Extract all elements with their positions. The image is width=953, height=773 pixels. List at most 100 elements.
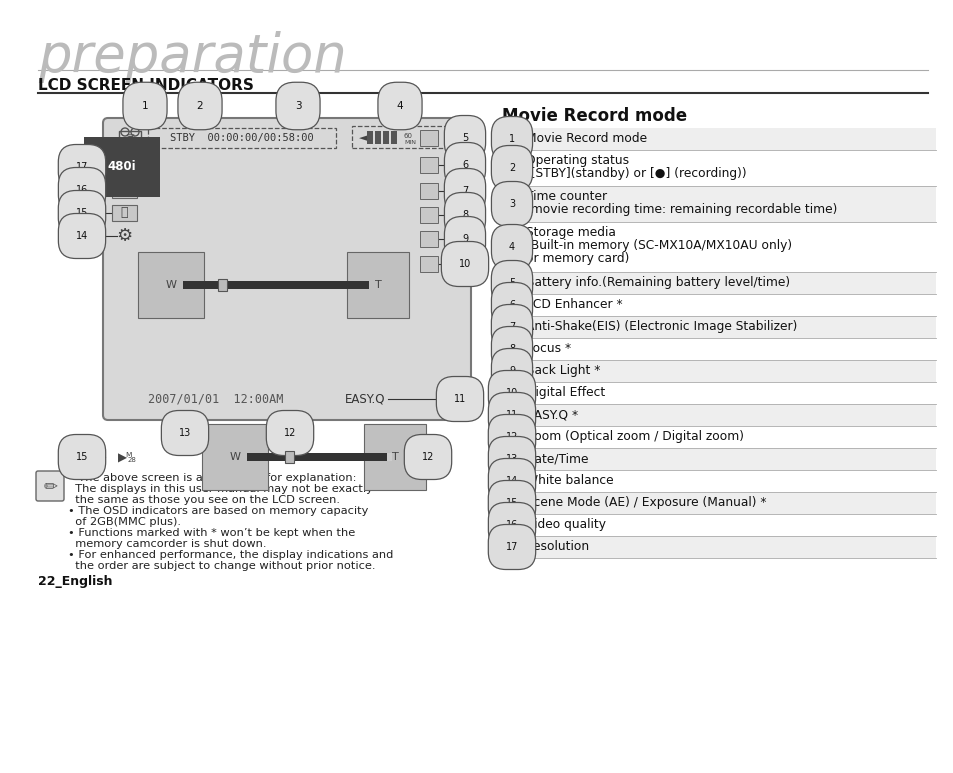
Text: 5: 5 — [508, 278, 515, 288]
Bar — [382, 131, 389, 144]
Text: 60: 60 — [403, 133, 413, 139]
Text: SF: SF — [117, 185, 131, 195]
Text: T: T — [375, 280, 381, 290]
Text: 11: 11 — [454, 394, 466, 404]
Text: 12: 12 — [283, 428, 295, 438]
Text: 2: 2 — [196, 101, 203, 111]
Bar — [499, 448, 935, 470]
Text: Zoom (Optical zoom / Digital zoom): Zoom (Optical zoom / Digital zoom) — [525, 430, 743, 443]
Text: 22_English: 22_English — [38, 575, 112, 588]
Text: Movie Record mode: Movie Record mode — [525, 132, 646, 145]
Bar — [183, 281, 369, 289]
FancyBboxPatch shape — [103, 118, 471, 420]
Text: 10: 10 — [458, 259, 471, 269]
Text: Focus *: Focus * — [525, 342, 571, 355]
Bar — [419, 157, 437, 173]
Text: 17: 17 — [505, 542, 517, 552]
Text: 16: 16 — [76, 185, 88, 195]
Text: 4: 4 — [396, 101, 403, 111]
Text: 15: 15 — [75, 452, 88, 462]
Bar — [285, 451, 294, 463]
Text: Operating status: Operating status — [525, 154, 628, 167]
Bar — [499, 186, 935, 222]
Text: 10: 10 — [505, 388, 517, 398]
Text: 13: 13 — [505, 454, 517, 464]
Text: STBY  00:00:00/00:58:00: STBY 00:00:00/00:58:00 — [170, 133, 314, 143]
Bar — [499, 316, 935, 338]
Text: 3: 3 — [508, 199, 515, 209]
Text: 2007/01/01  12:00AM: 2007/01/01 12:00AM — [148, 393, 283, 406]
Bar — [112, 205, 137, 221]
Text: • Functions marked with * won’t be kept when the: • Functions marked with * won’t be kept … — [68, 528, 355, 538]
Bar — [499, 492, 935, 514]
Bar — [375, 131, 380, 144]
Text: 9: 9 — [461, 234, 468, 244]
FancyBboxPatch shape — [36, 471, 64, 501]
Text: 8: 8 — [461, 210, 468, 220]
Text: 4: 4 — [508, 242, 515, 252]
Text: Movie Record mode: Movie Record mode — [501, 107, 686, 125]
Text: preparation: preparation — [38, 31, 346, 83]
Text: Back Light *: Back Light * — [525, 364, 599, 377]
Text: 7: 7 — [461, 186, 468, 196]
Text: 15: 15 — [75, 208, 88, 218]
Bar — [419, 183, 437, 199]
Text: 5: 5 — [461, 133, 468, 143]
Text: • For enhanced performance, the display indications and: • For enhanced performance, the display … — [68, 550, 393, 560]
Bar — [367, 131, 373, 144]
Text: ⛹: ⛹ — [120, 206, 128, 220]
Bar — [419, 231, 437, 247]
Text: ▣: ▣ — [125, 133, 134, 143]
Text: the same as those you see on the LCD screen.: the same as those you see on the LCD scr… — [68, 495, 339, 505]
Text: Battery info.(Remaining battery level/time): Battery info.(Remaining battery level/ti… — [525, 276, 789, 289]
Text: Date/Time: Date/Time — [525, 452, 589, 465]
Bar — [218, 279, 227, 291]
Text: or memory card): or memory card) — [525, 252, 629, 265]
Text: the order are subject to change without prior notice.: the order are subject to change without … — [68, 561, 375, 571]
Text: 28: 28 — [128, 457, 136, 463]
Text: LCD Enhancer *: LCD Enhancer * — [525, 298, 622, 311]
Text: 14: 14 — [505, 476, 517, 486]
Bar — [247, 453, 387, 461]
Bar — [499, 128, 935, 150]
Bar — [419, 256, 437, 272]
Text: ✏: ✏ — [43, 477, 57, 495]
Text: ▶ᴹ: ▶ᴹ — [118, 451, 133, 464]
Text: MIN: MIN — [403, 141, 416, 145]
Text: 6: 6 — [461, 160, 468, 170]
Text: 17: 17 — [75, 162, 88, 172]
Text: ([STBY](standby) or [●] (recording)): ([STBY](standby) or [●] (recording)) — [525, 167, 746, 180]
Text: W: W — [230, 452, 240, 462]
Text: 14: 14 — [76, 231, 88, 241]
Text: Anti-Shake(EIS) (Electronic Image Stabilizer): Anti-Shake(EIS) (Electronic Image Stabil… — [525, 320, 797, 333]
Text: ⚙: ⚙ — [116, 227, 132, 245]
Text: 13: 13 — [178, 428, 191, 438]
Text: 1: 1 — [142, 101, 148, 111]
Text: Scene Mode (AE) / Exposure (Manual) *: Scene Mode (AE) / Exposure (Manual) * — [525, 496, 765, 509]
Bar — [499, 272, 935, 294]
Text: 9: 9 — [508, 366, 515, 376]
Bar — [391, 131, 396, 144]
Text: White balance: White balance — [525, 474, 613, 487]
Bar — [112, 182, 137, 198]
Text: Resolution: Resolution — [525, 540, 590, 553]
Text: 15: 15 — [505, 498, 517, 508]
Text: (movie recording time: remaining recordable time): (movie recording time: remaining recorda… — [525, 203, 837, 216]
Text: Digital Effect: Digital Effect — [525, 386, 604, 399]
Text: 480i: 480i — [108, 161, 136, 173]
Text: Storage media: Storage media — [525, 226, 616, 239]
Text: 7: 7 — [508, 322, 515, 332]
Bar — [499, 360, 935, 382]
Text: 8: 8 — [508, 344, 515, 354]
Text: The displays in this user manual may not be exactly: The displays in this user manual may not… — [68, 484, 373, 494]
Text: 1: 1 — [508, 134, 515, 144]
Text: EASY.Q *: EASY.Q * — [525, 408, 578, 421]
Text: 3: 3 — [294, 101, 301, 111]
Text: LCD SCREEN INDICATORS: LCD SCREEN INDICATORS — [38, 78, 253, 93]
Bar — [419, 130, 437, 146]
Text: (Built-in memory (SC-MX10A/MX10AU only): (Built-in memory (SC-MX10A/MX10AU only) — [525, 239, 791, 252]
Text: • The OSD indicators are based on memory capacity: • The OSD indicators are based on memory… — [68, 506, 368, 516]
Bar — [419, 207, 437, 223]
Text: memory camcorder is shut down.: memory camcorder is shut down. — [68, 539, 266, 549]
FancyBboxPatch shape — [352, 126, 452, 148]
